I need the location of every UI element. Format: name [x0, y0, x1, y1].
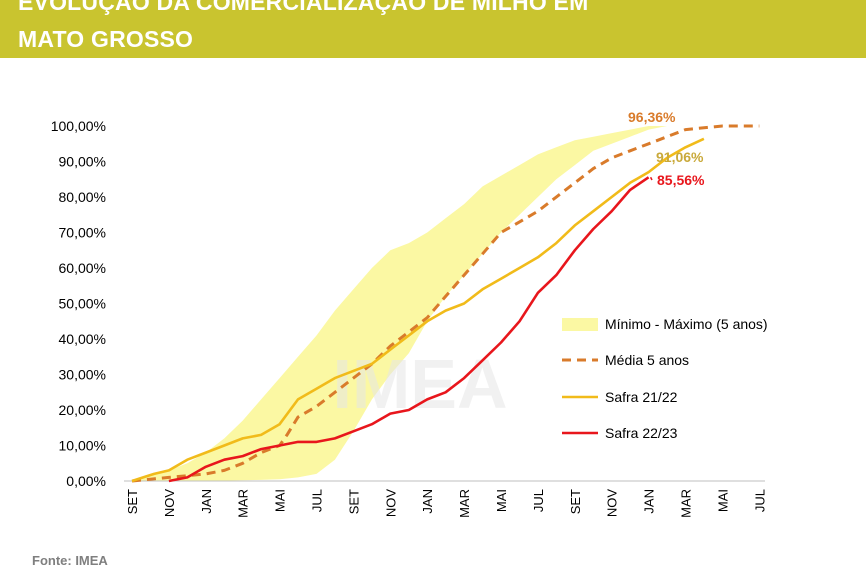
y-tick-label: 50,00% [59, 296, 106, 312]
y-tick-label: 80,00% [59, 189, 106, 205]
chart-plot: IMEA 0,00% 10,00% 20,00% 30,00% 40,00% 50,00% 6… [51, 109, 768, 518]
y-tick-label: 90,00% [59, 154, 106, 170]
x-tick-label: MAR [679, 489, 694, 518]
x-tick-label: NOV [605, 489, 620, 518]
y-tick-label: 40,00% [59, 331, 106, 347]
chart-title-line-2: MATO GROSSO [18, 26, 194, 52]
data-label: 85,56% [657, 172, 705, 188]
x-tick-label: MAI [273, 489, 288, 512]
y-tick-label: 30,00% [59, 367, 106, 383]
x-tick-label: NOV [383, 489, 398, 518]
x-tick-label: SET [568, 489, 583, 514]
x-tick-label: JUL [310, 489, 325, 512]
x-tick-label: JUL [752, 489, 767, 512]
series-line-safra-21-22 [131, 137, 705, 483]
y-tick-label: 60,00% [59, 260, 106, 276]
legend-label: Mínimo - Máximo (5 anos) [605, 316, 768, 332]
y-tick-label: 100,00% [51, 118, 106, 134]
y-tick-label: 20,00% [59, 402, 106, 418]
x-tick-label: MAR [236, 489, 251, 518]
y-tick-label: 10,00% [59, 438, 106, 454]
source-note: Fonte: IMEA [32, 553, 108, 568]
x-tick-label: JUL [531, 489, 546, 512]
x-tick-label: NOV [162, 489, 177, 518]
x-tick-label: MAI [715, 489, 730, 512]
series-line-m-dia-5-anos [131, 124, 760, 483]
chart-title-line-1: EVOLUÇÃO DA COMERCIALIZAÇÃO DE MILHO EM [18, 0, 589, 15]
y-tick-label: 70,00% [59, 225, 106, 241]
x-tick-label: JAN [642, 489, 657, 514]
x-tick-label: SET [125, 489, 140, 514]
x-tick-label: JAN [420, 489, 435, 514]
legend-label: Safra 22/23 [605, 425, 678, 441]
data-label: 91,06% [656, 149, 704, 165]
x-tick-label: MAR [457, 489, 472, 518]
label-connector [649, 176, 653, 181]
x-tick-label: SET [346, 489, 361, 514]
x-tick-label: JAN [199, 489, 214, 514]
data-label: 96,36% [628, 109, 676, 125]
series-line-safra-22-23 [168, 176, 650, 483]
watermark-logo: IMEA [333, 345, 508, 423]
y-tick-label: 0,00% [66, 473, 106, 489]
min-max-band [132, 126, 686, 481]
x-tick-label: MAI [494, 489, 509, 512]
legend-label: Safra 21/22 [605, 389, 678, 405]
legend-label: Média 5 anos [605, 352, 689, 368]
legend-swatch-band [562, 318, 598, 331]
title-bar: EVOLUÇÃO DA COMERCIALIZAÇÃO DE MILHO EM … [0, 0, 866, 58]
